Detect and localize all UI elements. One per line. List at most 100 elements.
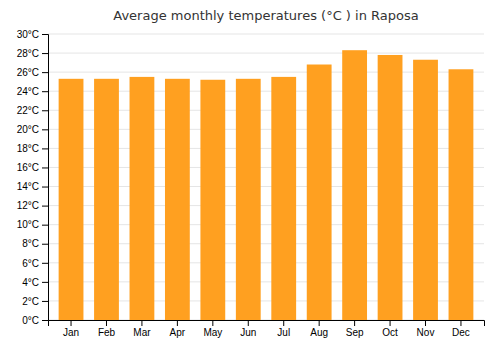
tick-label: Aug bbox=[310, 327, 328, 338]
tick-label: 14°C bbox=[17, 181, 39, 192]
tick-label: 20°C bbox=[17, 124, 39, 135]
tick: Dec bbox=[452, 320, 470, 338]
tick-mark bbox=[177, 320, 178, 326]
tick-mark bbox=[141, 320, 142, 326]
tick-label: 10°C bbox=[17, 219, 39, 230]
tick: 2°C bbox=[22, 296, 48, 307]
x-axis: Jan Feb Mar Apr May Jun Jul Aug Sep Oct Nov Dec bbox=[49, 320, 485, 338]
tick-label: 2°C bbox=[22, 296, 39, 307]
tick-label: 8°C bbox=[22, 238, 39, 249]
bar bbox=[413, 60, 438, 320]
tick-mark bbox=[42, 301, 48, 302]
tick-label: Apr bbox=[170, 327, 186, 338]
tick: 0°C bbox=[22, 315, 48, 326]
tick-mark bbox=[425, 320, 426, 326]
tick-label: 18°C bbox=[17, 143, 39, 154]
tick-mark bbox=[42, 206, 48, 207]
tick: 30°C bbox=[17, 29, 48, 40]
tick: May bbox=[203, 320, 222, 338]
tick: Aug bbox=[310, 320, 328, 338]
tick-label: 22°C bbox=[17, 105, 39, 116]
tick: Apr bbox=[170, 320, 186, 338]
bar bbox=[94, 79, 119, 320]
tick-mark bbox=[42, 91, 48, 92]
bar bbox=[342, 50, 367, 320]
chart: 0°C 2°C 4°C 6°C 8°C 10°C 12°C 14°C 16°C 18°C 20°C 2… bbox=[0, 0, 500, 350]
tick-label: Sep bbox=[346, 327, 364, 338]
tick: 18°C bbox=[17, 143, 48, 154]
tick: 26°C bbox=[17, 67, 48, 78]
tick-label: 12°C bbox=[17, 200, 39, 211]
tick-mark bbox=[42, 53, 48, 54]
tick-mark bbox=[390, 320, 391, 326]
bar bbox=[236, 79, 261, 320]
tick-mark bbox=[212, 320, 213, 326]
tick: Nov bbox=[417, 320, 435, 338]
tick: 4°C bbox=[22, 277, 48, 288]
tick-mark bbox=[248, 320, 249, 326]
tick-label: Jan bbox=[63, 327, 79, 338]
tick: Jun bbox=[240, 320, 256, 338]
tick: 6°C bbox=[22, 258, 48, 269]
tick: Mar bbox=[133, 320, 151, 338]
tick-label: 30°C bbox=[17, 29, 39, 40]
tick-mark bbox=[42, 129, 48, 130]
tick-label: Oct bbox=[382, 327, 398, 338]
tick: 8°C bbox=[22, 238, 48, 249]
y-axis: 0°C 2°C 4°C 6°C 8°C 10°C 12°C 14°C 16°C 18°C 20°C 2… bbox=[17, 29, 49, 326]
axis-line bbox=[42, 35, 49, 321]
tick-label: Jul bbox=[277, 327, 290, 338]
bar bbox=[165, 79, 190, 320]
tick-mark bbox=[71, 320, 72, 326]
tick-label: 0°C bbox=[22, 315, 39, 326]
bar bbox=[130, 77, 155, 320]
bar bbox=[271, 77, 296, 320]
tick-mark bbox=[42, 110, 48, 111]
bar bbox=[378, 55, 403, 320]
plot: 0°C 2°C 4°C 6°C 8°C 10°C 12°C 14°C 16°C 18°C 20°C 2… bbox=[17, 29, 485, 338]
tick-mark bbox=[319, 320, 320, 326]
tick: 28°C bbox=[17, 48, 48, 59]
grid bbox=[48, 34, 484, 320]
tick-mark bbox=[42, 320, 48, 321]
tick-mark bbox=[42, 72, 48, 73]
tick-mark bbox=[460, 320, 461, 326]
tick-label: Jun bbox=[240, 327, 256, 338]
tick-mark bbox=[42, 244, 48, 245]
tick: 24°C bbox=[17, 86, 48, 97]
tick-mark bbox=[42, 167, 48, 168]
tick-label: Dec bbox=[452, 327, 470, 338]
tick-label: Feb bbox=[98, 327, 116, 338]
grid-line bbox=[48, 34, 484, 35]
bar bbox=[200, 80, 225, 320]
tick: Sep bbox=[346, 320, 364, 338]
tick-mark bbox=[42, 282, 48, 283]
bar bbox=[59, 79, 84, 320]
tick: 22°C bbox=[17, 105, 48, 116]
tick-mark bbox=[283, 320, 284, 326]
tick-mark bbox=[42, 263, 48, 264]
tick: Jul bbox=[277, 320, 290, 338]
bar bbox=[449, 69, 474, 320]
tick: Feb bbox=[98, 320, 116, 338]
tick-mark bbox=[106, 320, 107, 326]
tick: 20°C bbox=[17, 124, 48, 135]
grid-line bbox=[48, 53, 484, 54]
tick-label: 26°C bbox=[17, 67, 39, 78]
tick-label: 6°C bbox=[22, 258, 39, 269]
bars bbox=[59, 50, 474, 320]
tick-label: Mar bbox=[133, 327, 151, 338]
tick-mark bbox=[354, 320, 355, 326]
axis-line bbox=[49, 321, 485, 327]
tick: Jan bbox=[63, 320, 79, 338]
tick-mark bbox=[42, 34, 48, 35]
tick-label: 16°C bbox=[17, 162, 39, 173]
tick-label: 28°C bbox=[17, 48, 39, 59]
tick: 10°C bbox=[17, 219, 48, 230]
title: Average monthly temperatures (°C ) in Ra… bbox=[113, 8, 418, 23]
tick-mark bbox=[42, 187, 48, 188]
bar bbox=[307, 65, 332, 320]
tick: 14°C bbox=[17, 181, 48, 192]
tick-label: May bbox=[203, 327, 222, 338]
tick: Oct bbox=[382, 320, 398, 338]
